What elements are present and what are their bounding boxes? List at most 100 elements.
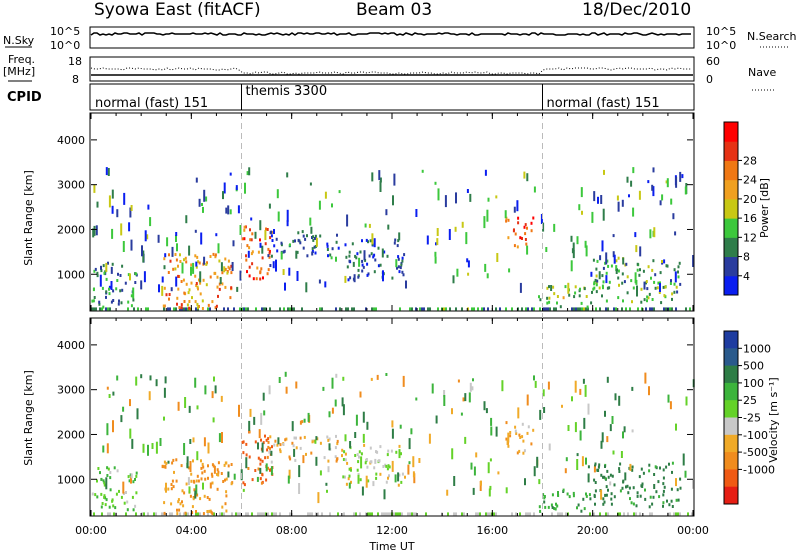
scatter-cell — [165, 482, 167, 493]
scatter-cell — [220, 472, 223, 475]
scatter-cell — [134, 478, 136, 481]
scatter-cell — [267, 445, 270, 449]
scatter-cell — [533, 307, 535, 311]
scatter-cell — [339, 307, 341, 311]
scatter-cell — [102, 445, 105, 453]
scatter-cell — [343, 512, 345, 516]
scatter-cell — [273, 244, 276, 248]
scatter-cell — [606, 469, 609, 473]
nave-label: Nave — [748, 66, 776, 79]
scatter-cell — [175, 276, 178, 287]
scatter-cell — [472, 487, 475, 495]
scatter-cell — [248, 246, 251, 250]
scatter-cell — [230, 463, 233, 466]
colorbar-swatch — [724, 198, 738, 219]
scatter-cell — [223, 182, 226, 194]
scatter-cell — [364, 223, 367, 228]
scatter-cell — [270, 460, 273, 464]
scatter-cell — [402, 273, 405, 277]
scatter-cell — [595, 274, 598, 278]
scatter-cell — [674, 231, 677, 236]
cpid-frame — [89, 83, 695, 111]
scatter-cell — [179, 512, 181, 516]
scatter-cell — [628, 486, 631, 490]
scatter-cell — [125, 491, 127, 494]
scatter-cell — [583, 507, 586, 511]
scatter-cell — [384, 463, 387, 467]
scatter-cell — [223, 512, 225, 516]
y-tick-label: 4000 — [57, 134, 85, 147]
scatter-cell — [678, 261, 681, 265]
colorbar-swatch — [724, 469, 738, 488]
scatter-cell — [607, 307, 609, 311]
scatter-cell — [598, 463, 601, 467]
scatter-cell — [551, 493, 554, 497]
scatter-cell — [101, 286, 104, 290]
scatter-cell — [358, 450, 361, 454]
scatter-cell — [653, 484, 656, 489]
scatter-cell — [100, 477, 103, 481]
scatter-cell — [289, 243, 291, 247]
scatter-cell — [362, 265, 365, 269]
scatter-cell — [130, 476, 132, 484]
scatter-cell — [132, 298, 135, 302]
scatter-cell — [546, 296, 549, 300]
scatter-cell — [589, 512, 591, 516]
scatter-cell — [524, 478, 526, 486]
scatter-cell — [445, 307, 447, 311]
scatter-cell — [214, 385, 217, 394]
scatter-cell — [464, 436, 467, 444]
scatter-cell — [671, 307, 673, 311]
scatter-cell — [103, 483, 106, 487]
scatter-cell — [169, 307, 171, 311]
scatter-cell — [195, 282, 198, 285]
scatter-cell — [661, 261, 664, 265]
scatter-cell — [337, 246, 340, 250]
scatter-cell — [521, 307, 523, 311]
scatter-cell — [456, 268, 459, 277]
nsearch-tick-bottom: 10^0 — [706, 39, 736, 52]
scatter-cell — [509, 431, 512, 434]
time-tick-label: 16:00 — [476, 524, 508, 537]
scatter-cell — [443, 307, 445, 311]
scatter-cell — [307, 512, 309, 516]
y-tick-label: 3000 — [57, 179, 85, 192]
scatter-cell — [567, 425, 570, 431]
scatter-cell — [649, 307, 651, 311]
scatter-cell — [202, 278, 205, 282]
scatter-cell — [455, 512, 457, 516]
scatter-cell — [623, 426, 626, 433]
scatter-cell — [526, 245, 529, 255]
scatter-cell — [248, 420, 251, 431]
scatter-cell — [631, 468, 634, 472]
scatter-cell — [413, 512, 415, 516]
scatter-cell — [319, 441, 322, 445]
scatter-cell — [269, 446, 271, 450]
scatter-cell — [267, 437, 270, 441]
scatter-cell — [395, 450, 398, 454]
scatter-cell — [120, 223, 123, 236]
scatter-cell — [336, 233, 338, 237]
scatter-cell — [102, 479, 105, 483]
scatter-cell — [609, 473, 612, 477]
scatter-cell — [344, 475, 346, 479]
scatter-cell — [354, 454, 357, 457]
scatter-cell — [513, 244, 516, 248]
scatter-cell — [411, 512, 413, 516]
scatter-cell — [167, 307, 169, 311]
scatter-cell — [314, 251, 317, 255]
scatter-cell — [107, 261, 109, 265]
scatter-cell — [360, 452, 363, 456]
scatter-cell — [279, 450, 282, 454]
scatter-cell — [121, 288, 124, 292]
scatter-cell — [351, 242, 354, 246]
scatter-cell — [115, 287, 118, 291]
scatter-cell — [349, 441, 352, 448]
scatter-cell — [224, 267, 227, 271]
scatter-cell — [576, 506, 578, 510]
scatter-cell — [231, 512, 233, 516]
scatter-cell — [519, 236, 522, 240]
scatter-cell — [260, 267, 263, 271]
scatter-cell — [211, 474, 214, 478]
scatter-cell — [486, 209, 489, 222]
